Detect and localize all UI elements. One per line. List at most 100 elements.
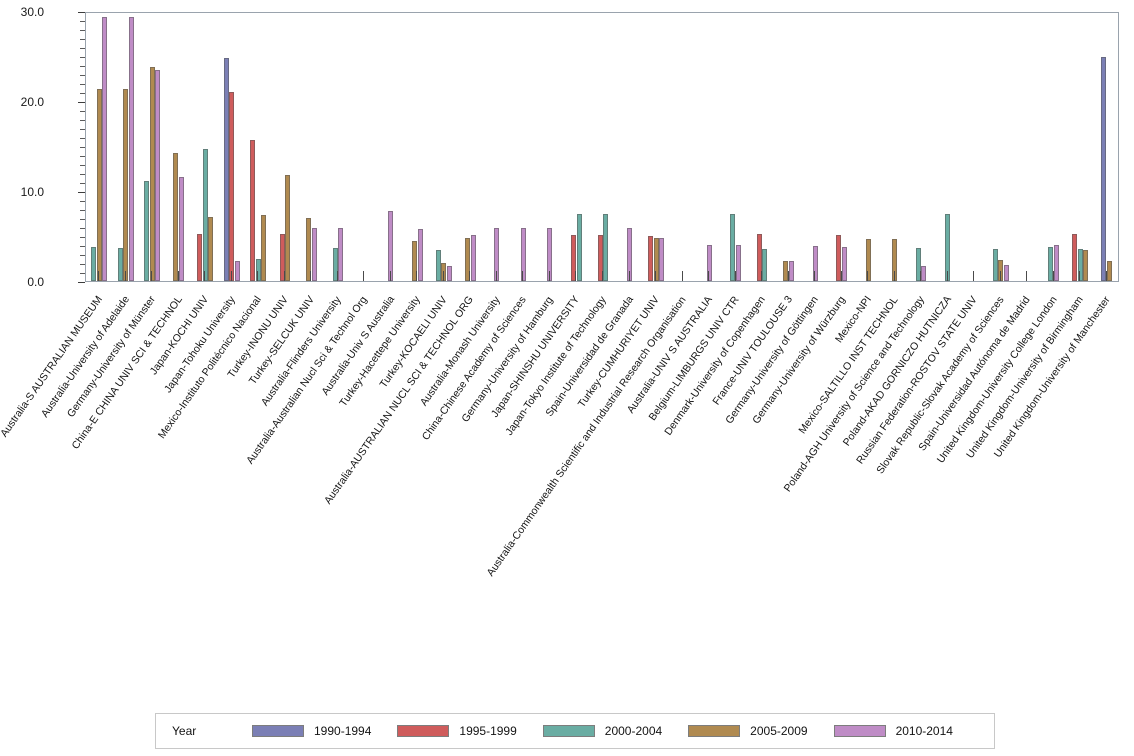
bar [144, 181, 150, 281]
legend-title: Year [172, 724, 197, 738]
x-axis-tick-label: Australia-Flinders University [258, 294, 344, 409]
bar [1048, 246, 1054, 281]
bar [338, 227, 344, 281]
x-axis-tick [973, 271, 975, 281]
bar [229, 92, 235, 281]
bar [332, 247, 338, 281]
bar [547, 227, 553, 281]
y-axis-tick-label: 0.0 [27, 275, 44, 289]
y-axis-minor-tick [80, 84, 85, 85]
x-axis-tick-label: Australia-S AUSTRALIAN MUSEUM [0, 293, 106, 440]
x-axis-tick [655, 271, 657, 281]
bar [311, 227, 317, 281]
x-axis-tick-label: Australia-University of Adelaide [38, 293, 132, 420]
bar [653, 237, 659, 281]
bar [659, 237, 665, 281]
y-axis-minor-tick [80, 147, 85, 148]
y-axis-minor-tick [80, 120, 85, 121]
bar [841, 246, 847, 281]
x-axis-tick-label: Japan-SHINSHU UNIVERSITY [489, 293, 583, 420]
y-axis-tick [78, 282, 85, 283]
x-axis-tick-label: Russian Federation-ROSTOV STATE UNIV [854, 294, 980, 467]
x-axis-tick [893, 271, 895, 281]
bar [234, 261, 240, 281]
x-axis-tick-label: Turkey-Hacettepe University [337, 293, 424, 410]
y-axis-tick-label: 10.0 [20, 185, 44, 199]
x-axis-tick-label: Japan-Tokyo Institute of Technology [503, 294, 609, 438]
x-axis-tick-label: Japan-KOCHI UNIV [147, 293, 212, 378]
y-axis-minor-tick [80, 156, 85, 157]
x-axis-tick [1052, 271, 1054, 281]
bar [155, 69, 161, 281]
y-axis-minor-tick [80, 39, 85, 40]
bar [223, 57, 229, 281]
y-axis-minor-tick [80, 237, 85, 238]
x-axis-tick [1105, 271, 1107, 281]
y-axis-tick [78, 192, 85, 193]
y-axis-minor-tick [80, 30, 85, 31]
bar [470, 235, 476, 281]
bar [261, 215, 267, 281]
bar [197, 234, 203, 281]
x-axis-tick [1079, 271, 1081, 281]
y-axis-minor-tick [80, 183, 85, 184]
y-axis-minor-tick [80, 264, 85, 265]
x-axis-tick-label: Poland-AGH University of Science and Tec… [781, 293, 928, 495]
x-axis-tick-label: Germany-University of Münster [65, 293, 159, 420]
legend-entry[interactable]: 2010-2014 [833, 724, 953, 738]
bar [1072, 234, 1078, 281]
y-axis-minor-tick [80, 246, 85, 247]
x-axis-tick-label: China-E CHINA UNIV SCI & TECHNOL [69, 293, 185, 452]
bar [202, 148, 208, 281]
x-axis-tick [761, 271, 763, 281]
bar [306, 218, 312, 281]
x-axis-tick [814, 271, 816, 281]
bar [730, 214, 736, 281]
legend-swatch [542, 725, 595, 737]
legend: Year 1990-1994 1995-1999 2000-2004 2005-200… [155, 713, 995, 749]
legend-label: 2000-2004 [604, 724, 663, 738]
bar [756, 234, 762, 281]
legend-label: 2010-2014 [895, 724, 953, 738]
y-axis-minor-tick [80, 57, 85, 58]
bar [865, 238, 871, 281]
legend-swatch [397, 725, 450, 737]
bar [285, 174, 291, 281]
legend-entry[interactable]: 1990-1994 [252, 724, 371, 738]
bar [735, 245, 741, 281]
bar [836, 235, 842, 281]
x-axis-tick-label: Spain-Universidad Autónoma de Madrid [916, 294, 1033, 454]
bar [388, 210, 394, 281]
bar [576, 214, 582, 281]
bar [706, 245, 712, 281]
x-axis-tick-label: Germany-University of Würzburg [749, 294, 848, 427]
bar [117, 247, 123, 281]
x-axis-tick [495, 271, 497, 281]
x-axis-tick [442, 271, 444, 281]
y-axis-minor-tick [80, 255, 85, 256]
bar [915, 247, 921, 281]
x-axis-tick-label: United Kingdom-University of Manchester [991, 294, 1113, 460]
y-axis-minor-tick [80, 75, 85, 76]
legend-entry[interactable]: 2005-2009 [688, 724, 808, 738]
y-axis-minor-tick [80, 129, 85, 130]
x-axis-tick-label: Belgium-LIMBURGS UNIV CTR [646, 294, 742, 423]
plot-area [85, 12, 1119, 282]
bar [1101, 56, 1107, 281]
y-axis-minor-tick [80, 66, 85, 67]
y-axis-minor-tick [80, 111, 85, 112]
bar [447, 265, 453, 281]
x-axis-tick [548, 271, 550, 281]
x-axis-tick [257, 271, 259, 281]
x-axis-tick-label: Australia-Monash University [417, 294, 503, 409]
x-axis-tick [575, 271, 577, 281]
legend-entries: 1990-1994 1995-1999 2000-2004 2005-2009 2010… [252, 724, 979, 738]
x-axis-tick-label: France-UNIV TOULOUSE 3 [710, 293, 795, 408]
bar [1083, 249, 1089, 281]
x-axis-tick [336, 271, 338, 281]
legend-entry[interactable]: 1995-1999 [397, 724, 517, 738]
legend-entry[interactable]: 2000-2004 [542, 724, 663, 738]
x-axis-tick [522, 271, 524, 281]
legend-swatch [252, 725, 304, 737]
